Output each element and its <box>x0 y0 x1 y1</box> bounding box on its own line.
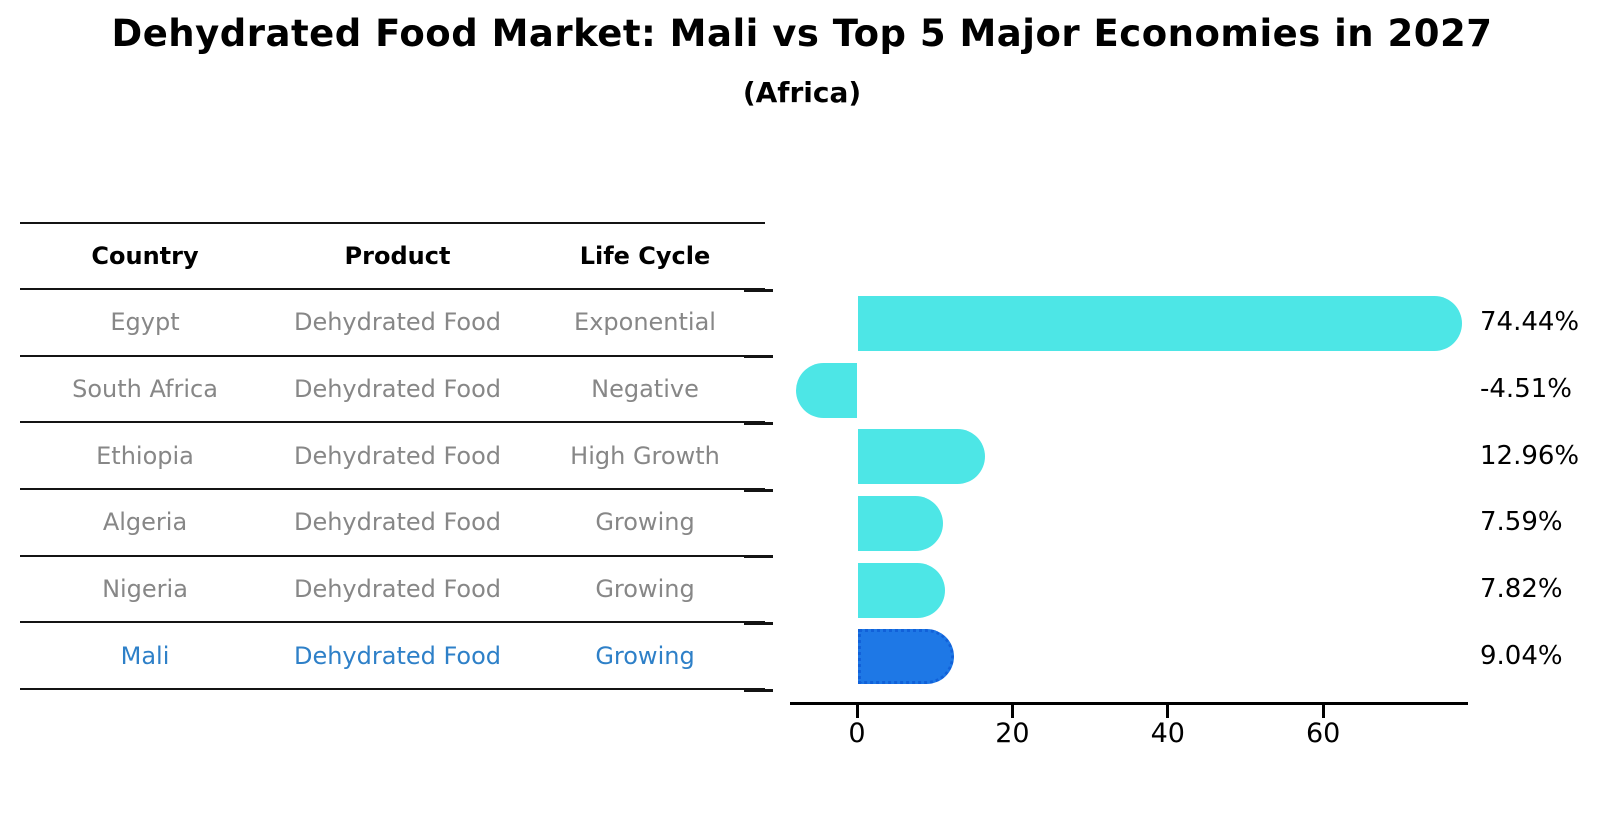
bar-value-label: 9.04% <box>1480 640 1563 671</box>
bar-value-label: 7.82% <box>1480 574 1563 605</box>
table-cell-product: Dehydrated Food <box>293 641 502 670</box>
table-header-country: Country <box>91 242 199 270</box>
page-title: Dehydrated Food Market: Mali vs Top 5 Ma… <box>111 12 1493 55</box>
bar-ethiopia <box>858 429 985 485</box>
x-axis-tick-label: 20 <box>995 718 1030 749</box>
table-cell-lifecycle: High Growth <box>570 441 720 470</box>
bar-south-africa <box>795 362 857 418</box>
x-axis-line <box>790 702 1468 705</box>
bar-value-label: -4.51% <box>1480 374 1572 405</box>
table-row: South Africa Dehydrated Food Negative <box>20 357 765 424</box>
table-cell-country: South Africa <box>72 375 218 404</box>
table-cell-lifecycle: Growing <box>595 575 695 604</box>
table-body: Egypt Dehydrated Food Exponential South Afr… <box>20 290 765 691</box>
table-row: Ethiopia Dehydrated Food High Growth <box>20 423 765 491</box>
bar-algeria <box>858 495 943 551</box>
table-row: Algeria Dehydrated Food Growing <box>20 490 765 557</box>
table-row: Nigeria Dehydrated Food Growing <box>20 557 765 624</box>
table-cell-country: Egypt <box>110 308 180 337</box>
y-axis-tick <box>744 421 773 425</box>
x-axis-tick-label: 40 <box>1150 718 1185 749</box>
table-cell-lifecycle: Exponential <box>574 308 716 337</box>
bar-egypt <box>858 295 1463 351</box>
y-axis-tick <box>744 555 773 559</box>
table-cell-country: Algeria <box>102 508 188 537</box>
table-cell-product: Dehydrated Food <box>293 508 502 537</box>
bar-mali <box>858 629 955 685</box>
table-header-lifecycle: Life Cycle <box>579 242 711 270</box>
page-subtitle: (Africa) <box>742 76 862 109</box>
table-header-row: Country Product Life Cycle <box>20 222 765 290</box>
table-cell-product: Dehydrated Food <box>293 441 502 470</box>
bar-nigeria <box>858 562 945 618</box>
x-axis-tick-label: 0 <box>848 718 866 749</box>
table-cell-product: Dehydrated Food <box>293 375 502 404</box>
y-axis-tick <box>744 355 773 359</box>
x-axis-tick-label: 60 <box>1306 718 1341 749</box>
table-cell-lifecycle: Negative <box>591 375 699 404</box>
y-axis-tick <box>744 688 773 692</box>
x-axis-tick <box>1166 705 1170 718</box>
y-axis-tick <box>744 622 773 625</box>
table-cell-lifecycle: Growing <box>595 641 695 670</box>
table-cell-country: Ethiopia <box>96 441 194 470</box>
table-header-product: Product <box>344 242 451 270</box>
x-axis-tick <box>1321 705 1325 718</box>
table-cell-product: Dehydrated Food <box>293 308 502 337</box>
table-row: Egypt Dehydrated Food Exponential <box>20 290 765 357</box>
y-axis-tick <box>744 288 773 292</box>
bar-value-label: 7.59% <box>1480 507 1563 538</box>
bar-value-label: 12.96% <box>1480 440 1580 471</box>
x-axis-tick <box>1010 705 1014 718</box>
table-cell-product: Dehydrated Food <box>293 575 502 604</box>
y-axis-tick <box>744 488 773 492</box>
table-cell-country: Mali <box>120 641 170 670</box>
x-axis-tick <box>855 705 859 718</box>
table-row: Mali Dehydrated Food Growing <box>20 623 765 691</box>
table-cell-country: Nigeria <box>102 575 188 604</box>
table-cell-lifecycle: Growing <box>595 508 695 537</box>
country-table: Country Product Life Cycle Egypt Dehydrat… <box>20 222 765 691</box>
bar-value-label: 74.44% <box>1480 307 1580 338</box>
